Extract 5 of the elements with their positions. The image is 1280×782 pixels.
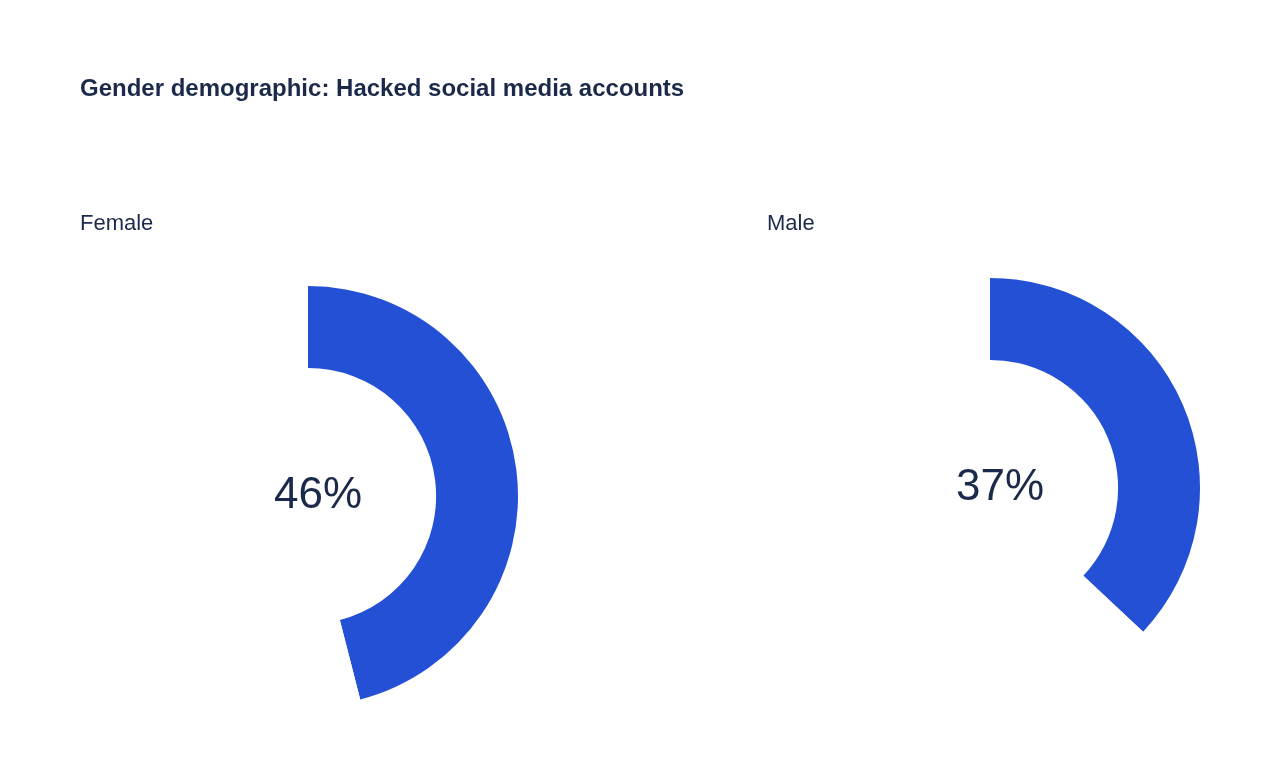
data-label: 46% <box>273 468 363 518</box>
chart-title: Female <box>80 210 154 236</box>
text: Gender demographic: Hacked social media accounts <box>80 74 685 102</box>
chart-title: Male <box>767 210 815 236</box>
data-label: 37% <box>955 460 1045 510</box>
